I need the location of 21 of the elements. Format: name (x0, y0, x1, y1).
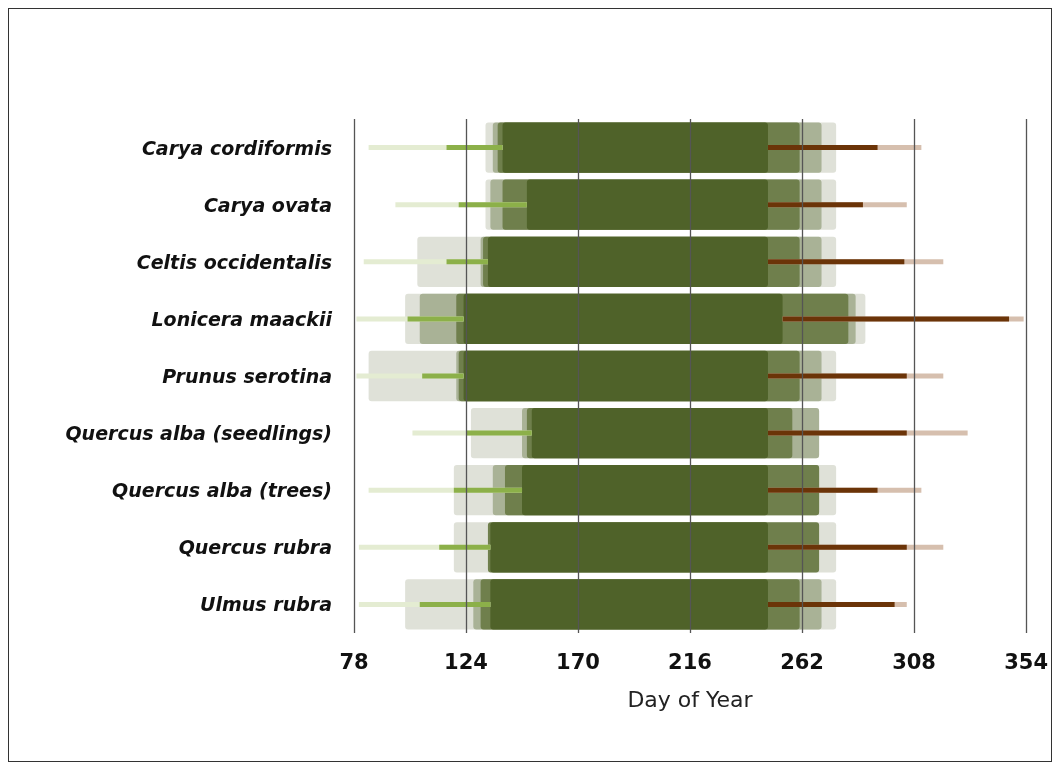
x-axis-title: Day of Year (627, 686, 754, 712)
bar (463, 293, 783, 345)
x-tick-label: 308 (892, 649, 936, 674)
bar (522, 465, 768, 516)
y-tick-label: Quercus alba (seedlings) (65, 422, 332, 445)
y-tick-label: Ulmus rubra (200, 593, 332, 616)
y-tick-label: Quercus rubra (178, 536, 332, 559)
x-tick-label: 124 (444, 649, 488, 674)
y-tick-label: Carya ovata (203, 193, 332, 216)
y-tick-label: Quercus alba (trees) (112, 479, 332, 502)
y-tick-label: Carya cordiformis (141, 136, 332, 159)
x-tick-label: 170 (556, 649, 600, 674)
bar (490, 522, 768, 573)
x-tick-label: 216 (668, 649, 712, 674)
x-tick-label: 78 (339, 649, 369, 674)
bar (526, 179, 768, 230)
y-tick-label: Celtis occidentalis (136, 250, 332, 273)
x-tick-label: 262 (780, 649, 824, 674)
y-tick-label: Lonicera maackii (151, 307, 333, 330)
x-tick-label: 354 (1004, 649, 1048, 674)
y-tick-label: Prunus serotina (162, 365, 332, 387)
